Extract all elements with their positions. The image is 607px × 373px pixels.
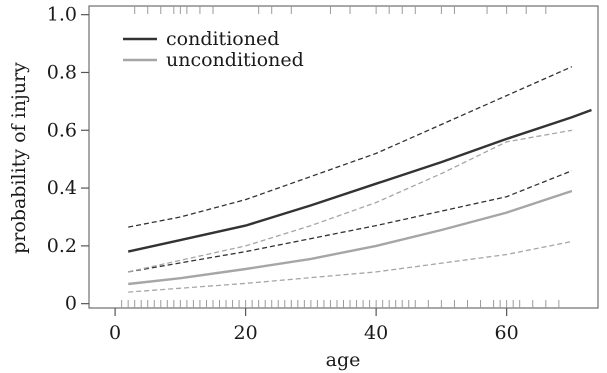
x-tick-label-2: 40 [364,322,388,344]
y-tick-label-2: 0.4 [47,177,77,199]
confidence-bands [128,66,573,293]
legend: conditioned unconditioned [123,28,304,71]
y-tick-label-0: 0 [65,293,77,315]
y-tick-label-3: 0.6 [47,119,77,141]
series-1-upper-bound [128,129,573,273]
series-lines [127,108,592,286]
rug-marks [121,6,560,308]
x-tick-label-1: 20 [234,322,258,344]
series-0-lower-bound [128,170,573,273]
x-tick-label-3: 60 [495,322,519,344]
y-tick-label-4: 0.8 [47,61,77,83]
legend-label-conditioned: conditioned [166,28,279,50]
legend-label-unconditioned: unconditioned [166,49,304,71]
series-1-lower-bound [128,240,573,293]
y-tick-label-5: 1.0 [47,4,77,26]
series-0-upper-bound [128,66,573,228]
y-axis-label: probability of injury [8,62,30,254]
series-line-conditioned [127,108,592,253]
y-tick-label-1: 0.2 [47,235,77,257]
series-line-unconditioned [128,189,573,286]
x-tick-label-0: 0 [109,322,121,344]
x-axis-label: age [326,349,361,371]
axis-ticks: 0 20 40 60 0 0.2 0.4 0.6 0.8 1.0 [47,4,519,344]
